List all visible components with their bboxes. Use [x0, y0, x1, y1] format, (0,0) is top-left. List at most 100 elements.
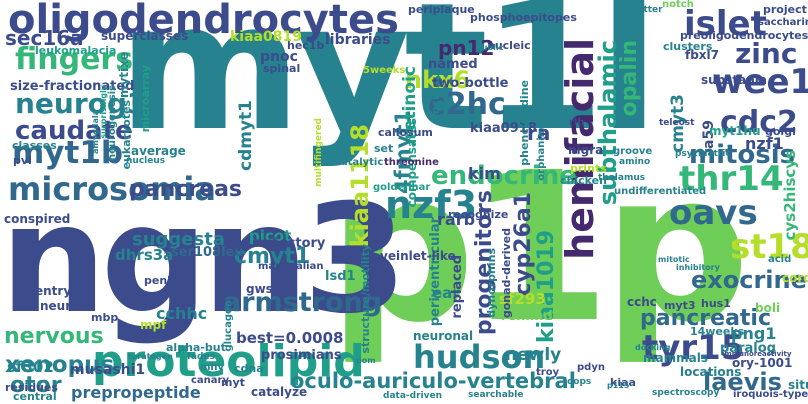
- word-ear: ear: [432, 284, 460, 302]
- word-hec1b: hec1b: [287, 39, 325, 52]
- word-nzf3: nzf3: [385, 183, 478, 227]
- word-nzf1: nzf1: [745, 134, 784, 153]
- word-c2hc: c2hc: [428, 87, 506, 122]
- word-teratogen: teratogen: [128, 352, 173, 361]
- word-kiaa1019: kiaa1019: [534, 230, 559, 344]
- word-periventricular: periventricular: [428, 217, 443, 327]
- word-5weeks: 5weeks: [363, 65, 406, 76]
- word-myt: myt: [221, 376, 245, 389]
- word-myt3: myt3: [664, 299, 696, 312]
- word-preoligodendrocytes: preoligodendrocytes: [680, 29, 808, 42]
- word-golgi: golgi: [765, 125, 796, 138]
- word-neural: neural: [40, 299, 84, 313]
- word-data-driven: data-driven: [383, 391, 442, 401]
- word-pancreas: pancreas: [129, 177, 243, 202]
- word-nervous: nervous: [4, 324, 104, 349]
- word-kiaa: kiaa: [610, 376, 636, 389]
- word-ngn3: ngn3: [0, 173, 407, 347]
- word-lsd1: lsd1: [325, 269, 356, 284]
- word-inhibitory: inhibitory: [676, 263, 720, 272]
- word-nucleic: nucleic: [487, 39, 531, 52]
- word-thalamus: thalamus: [598, 173, 646, 183]
- word-cys2hiscys: cys2hiscys: [781, 150, 799, 241]
- word-opalin: opalin: [617, 40, 642, 117]
- word-teleost: teleost: [659, 118, 695, 128]
- word-finch: finch: [429, 92, 442, 123]
- word-clusters: clusters: [663, 40, 713, 53]
- word-canary: canary: [191, 375, 229, 386]
- word-glucagon: glucagon: [223, 300, 234, 352]
- word-two-bottle: two-bottle: [432, 76, 509, 91]
- word-armstrong: armstrong: [223, 287, 383, 318]
- word-exocrine: exocrine: [691, 266, 807, 294]
- word-kiaa0918: kiaa0918: [470, 121, 537, 136]
- word-rarb: rarb: [437, 210, 476, 229]
- word-catalyze: catalyze: [251, 385, 308, 399]
- word-veinlet-like: veinlet-like: [380, 249, 456, 263]
- word-fingers: fingers: [15, 42, 134, 77]
- word-troy: troy: [536, 367, 560, 378]
- word-pdyn: pdyn: [577, 362, 605, 373]
- word-picot: picot: [249, 227, 292, 245]
- word-paralog: paralog: [720, 341, 776, 356]
- word-acid: acid: [768, 254, 792, 265]
- word-iroquois-type: iroquois-type: [733, 389, 808, 400]
- word-mbp: mbp: [91, 311, 119, 324]
- word-locations: locations: [680, 365, 742, 379]
- word-amino: amino: [619, 157, 651, 167]
- word-musashi1: musashi1: [70, 362, 146, 378]
- word-spinal: spinal: [263, 62, 301, 75]
- word-amygdala: amygdala: [91, 110, 100, 154]
- word-st18: st18: [730, 227, 808, 267]
- word-entry: entry: [35, 284, 72, 298]
- word-png1: png1: [731, 324, 777, 343]
- word-structure-motility: structure/motility: [359, 244, 372, 354]
- word-project: project: [763, 3, 807, 16]
- word-periplaque: periplaque: [408, 3, 475, 16]
- word-situ: situ: [788, 378, 808, 392]
- word-recognize: recognize: [448, 208, 509, 221]
- word-mhv: mhv: [200, 362, 225, 373]
- word-pn12: pn12: [438, 36, 495, 60]
- word-residues: residues: [5, 381, 58, 394]
- word-sf302: sf302: [7, 358, 54, 376]
- word-best-0-0008: best=0.0008: [236, 329, 344, 347]
- word-average: average: [131, 144, 186, 158]
- word-endocrine: endocrine: [431, 161, 577, 191]
- word-pnoc: pnoc: [260, 49, 298, 65]
- word-islet: islet: [684, 4, 767, 44]
- word-goldenhar: goldenhar: [373, 182, 431, 193]
- word-central: central: [13, 390, 57, 403]
- word-cdmyt1: cdmyt1: [236, 100, 256, 171]
- word-surprisingly: surprisingly: [99, 85, 108, 139]
- word-cchhc: cchhc: [156, 304, 208, 323]
- word-p115: p115: [607, 381, 630, 390]
- word-xenopus: xenopus: [5, 352, 115, 378]
- word-sec16a: sec16a: [5, 26, 84, 50]
- word-prepropeptide: prepropeptide: [71, 383, 201, 402]
- word-classes: classes: [12, 139, 57, 152]
- word-catalytic: catalytic: [335, 157, 384, 168]
- word-threonine: threonine: [384, 157, 439, 168]
- word-prosimians: prosimians: [261, 348, 342, 363]
- word-otor: otor: [10, 373, 62, 398]
- word-14weeks: 14weeks: [690, 325, 745, 338]
- word-remind: remind: [501, 309, 553, 324]
- word-cyp26a1: cyp26a1: [511, 192, 536, 296]
- word-libraries: libraries: [325, 32, 391, 48]
- word-cdna: cdna: [234, 362, 264, 375]
- word-trajectory: trajectory: [253, 236, 326, 251]
- word-p1p: p1p: [328, 128, 750, 368]
- word-callosum: callosum: [378, 126, 433, 139]
- word-cchc: cchc: [627, 295, 657, 309]
- word-ser108leu: ser108leu: [171, 245, 244, 260]
- word-fades: fades: [187, 352, 215, 362]
- word-penk: penk: [144, 274, 175, 287]
- word-mammals: mammals: [643, 351, 708, 365]
- word-saccharin: saccharin: [758, 17, 808, 28]
- word-kiaa1118: kiaa1118: [346, 124, 374, 248]
- word-notch: notch: [662, 0, 694, 10]
- word-pvl: pvl: [13, 154, 32, 167]
- word-proteolipid: proteolipid: [92, 336, 365, 387]
